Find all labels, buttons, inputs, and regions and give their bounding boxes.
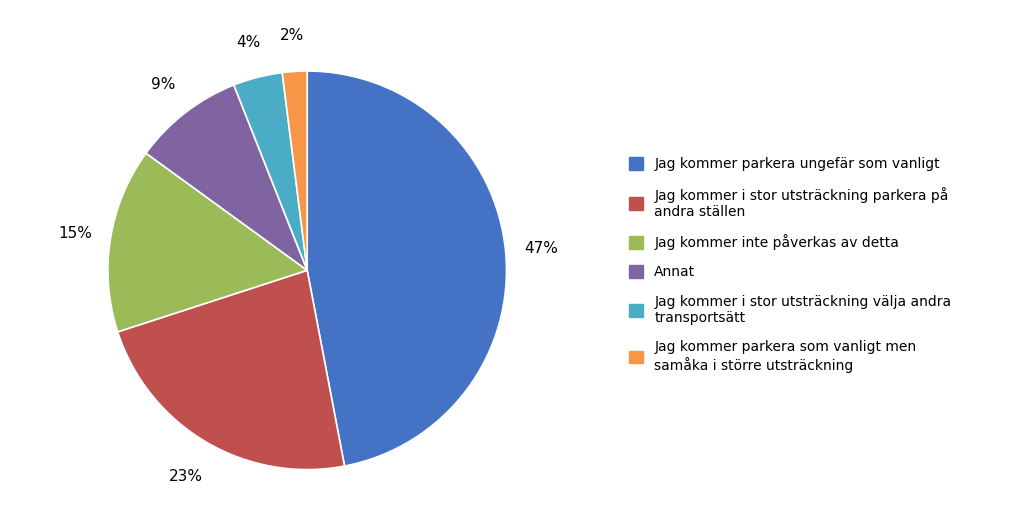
Text: 15%: 15% — [58, 226, 92, 241]
Legend: Jag kommer parkera ungefär som vanligt, Jag kommer i stor utsträckning parkera p: Jag kommer parkera ungefär som vanligt, … — [623, 151, 958, 379]
Wedge shape — [283, 71, 307, 270]
Wedge shape — [108, 153, 307, 332]
Text: 2%: 2% — [281, 28, 304, 43]
Wedge shape — [307, 71, 507, 466]
Text: 47%: 47% — [524, 241, 558, 255]
Wedge shape — [146, 85, 307, 270]
Text: 4%: 4% — [237, 35, 261, 50]
Wedge shape — [233, 73, 307, 270]
Text: 9%: 9% — [151, 77, 175, 92]
Text: 23%: 23% — [169, 469, 203, 484]
Wedge shape — [118, 270, 344, 470]
